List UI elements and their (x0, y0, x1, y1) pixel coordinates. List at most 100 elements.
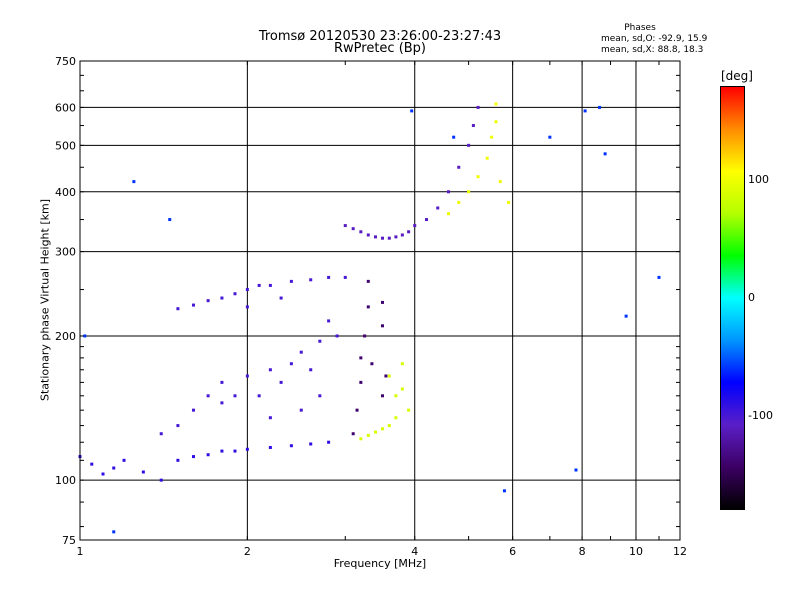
data-point (359, 380, 363, 384)
data-point (206, 299, 210, 303)
colorbar-tick-label: 0 (748, 291, 755, 304)
data-point (351, 432, 355, 436)
data-point (574, 468, 578, 472)
data-point (373, 235, 377, 239)
data-point (257, 283, 261, 287)
data-point (101, 472, 105, 476)
data-point (363, 334, 367, 338)
data-point (268, 416, 272, 420)
data-point (380, 394, 384, 398)
data-point (366, 233, 370, 237)
data-point (268, 368, 272, 372)
data-point (394, 416, 398, 420)
x-tick-label: 2 (244, 545, 251, 558)
data-point (359, 230, 363, 234)
x-tick-label: 1 (77, 545, 84, 558)
data-point (603, 152, 607, 156)
phase-stats-x-mode: mean, sd,X: 88.8, 18.3 (601, 45, 704, 55)
data-point (176, 307, 180, 311)
data-point (220, 380, 224, 384)
data-point (112, 530, 116, 534)
data-point (387, 236, 391, 240)
data-point (583, 109, 587, 113)
y-tick-label: 500 (55, 139, 76, 152)
data-point (502, 489, 506, 493)
data-point (343, 275, 347, 279)
data-point (220, 296, 224, 300)
data-point (159, 478, 163, 482)
data-point (309, 278, 313, 282)
data-point (457, 200, 461, 204)
data-point (366, 305, 370, 309)
data-point (289, 444, 293, 448)
data-point (387, 374, 391, 378)
data-point (410, 109, 414, 113)
data-point (327, 440, 331, 444)
data-point (485, 156, 489, 160)
data-point (413, 224, 417, 228)
data-point (206, 394, 210, 398)
y-axis-label: Stationary phase Virtual Height [km] (38, 198, 52, 402)
data-point (490, 135, 494, 139)
grid (80, 61, 680, 540)
data-point (624, 314, 628, 318)
data-point (446, 190, 450, 194)
data-point (436, 206, 440, 210)
data-point (494, 102, 498, 106)
data-point (191, 408, 195, 412)
data-point (452, 135, 456, 139)
data-point (355, 408, 359, 412)
data-point (407, 230, 411, 234)
chart-title: Tromsø 20120530 23:26:00-23:27:43 (258, 29, 502, 44)
x-tick-label: 4 (411, 545, 418, 558)
data-point (299, 408, 303, 412)
data-point (220, 449, 224, 453)
data-point (370, 362, 374, 366)
data-point (245, 288, 249, 292)
colorbar (720, 86, 745, 510)
data-point (400, 362, 404, 366)
data-point (327, 275, 331, 279)
data-point (318, 339, 322, 343)
data-point (380, 236, 384, 240)
data-point (233, 394, 237, 398)
data-points (78, 102, 661, 534)
colorbar-tick-label: -100 (748, 408, 773, 422)
data-point (233, 292, 237, 296)
data-point (394, 235, 398, 239)
data-point (141, 470, 145, 474)
data-point (400, 387, 404, 391)
data-point (394, 394, 398, 398)
data-point (279, 380, 283, 384)
data-point (176, 424, 180, 428)
data-point (245, 374, 249, 378)
data-point (366, 279, 370, 283)
data-point (387, 424, 391, 428)
data-point (279, 296, 283, 300)
data-point (657, 275, 661, 279)
y-tick-label: 100 (55, 474, 76, 487)
data-point (351, 227, 355, 231)
data-point (467, 143, 471, 147)
data-point (476, 175, 480, 179)
data-point (407, 408, 411, 412)
data-point (220, 401, 224, 405)
y-tick-label: 200 (55, 330, 76, 343)
data-point (309, 442, 313, 446)
y-tick-label: 300 (55, 246, 76, 259)
data-point (384, 374, 388, 378)
plot-frame (79, 60, 681, 541)
data-point (268, 283, 272, 287)
data-point (507, 200, 511, 204)
phase-stats-heading: Phases (624, 23, 656, 33)
y-tick-label: 75 (62, 534, 76, 547)
data-point (471, 124, 475, 128)
data-point (191, 303, 195, 307)
data-point (343, 224, 347, 228)
data-point (327, 319, 331, 323)
data-point (289, 279, 293, 283)
colorbar-tick-label: 100 (748, 173, 769, 187)
data-point (425, 218, 429, 222)
